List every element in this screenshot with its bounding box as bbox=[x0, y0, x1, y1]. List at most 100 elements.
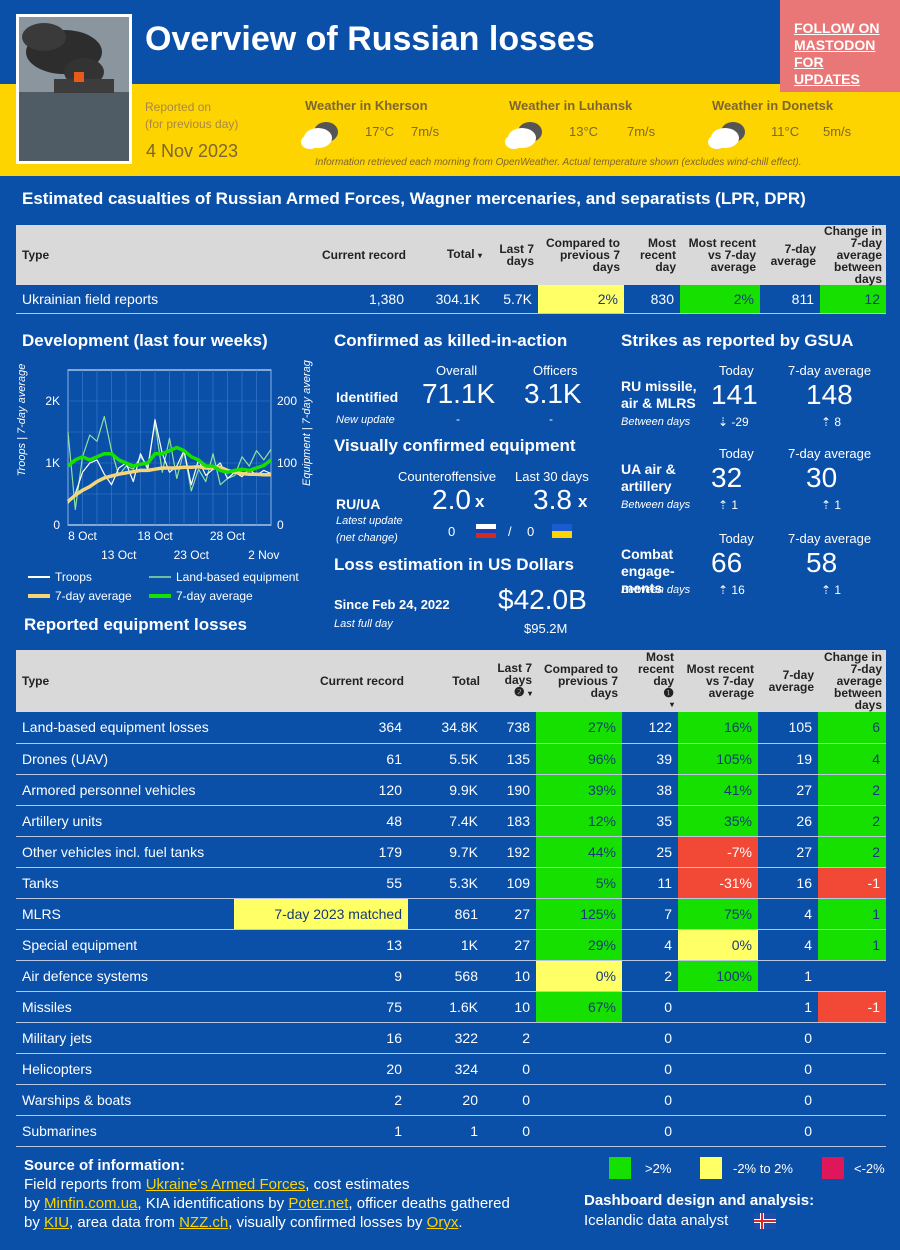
table-row: Military jets 16 322 2 0 0 bbox=[16, 1022, 886, 1054]
weather-title: Weather in Donetsk bbox=[712, 98, 834, 113]
legend-yellow-label: -2% to 2% bbox=[733, 1161, 793, 1176]
table-row: Warships & boats 2 20 0 0 0 bbox=[16, 1084, 886, 1116]
strikes-today-delta: ⇣ -29 bbox=[718, 415, 749, 429]
weather-temp: 11°C bbox=[771, 124, 800, 139]
cell-avg7: 1 bbox=[758, 960, 818, 992]
usd-total-value: $42.0B bbox=[498, 584, 587, 615]
cell-change: 1 bbox=[818, 898, 886, 930]
cell-last7: 2 bbox=[484, 1022, 536, 1054]
cell-vsavg bbox=[678, 1022, 758, 1054]
link-armed-forces[interactable]: Ukraine's Armed Forces bbox=[145, 1176, 306, 1193]
cell-vsavg: 16% bbox=[678, 712, 758, 744]
kia-officers-delta: - bbox=[549, 412, 553, 426]
col-header: Most recent day bbox=[624, 225, 680, 285]
cell-last7: 183 bbox=[484, 805, 536, 837]
link-kiu[interactable]: KIU bbox=[44, 1214, 70, 1231]
last30-ratio: 3.8 bbox=[533, 484, 572, 515]
report-date: 4 Nov 2023 bbox=[146, 141, 239, 161]
y-left-tick: 2K bbox=[45, 394, 60, 408]
cell-record: 16 bbox=[234, 1022, 408, 1054]
weather-donetsk: Weather in Donetsk 11°C 5m/s bbox=[708, 98, 851, 149]
link-minfin[interactable]: Minfin.com.ua bbox=[44, 1195, 138, 1212]
cell-total: 5.3K bbox=[408, 867, 484, 899]
cell-recent: 7 bbox=[622, 898, 678, 930]
follow-mastodon-link[interactable]: FOLLOW ON MASTODON FOR UPDATES bbox=[780, 0, 900, 92]
legend-troops-avg: 7-day average bbox=[55, 589, 132, 603]
legend-green-swatch bbox=[609, 1157, 631, 1179]
strikes-avg-value: 30 bbox=[806, 462, 838, 493]
cell-record: 20 bbox=[234, 1053, 408, 1085]
cell-record: 75 bbox=[234, 991, 408, 1023]
link-nzz[interactable]: NZZ.ch bbox=[179, 1214, 229, 1231]
cell-record: 2 bbox=[234, 1084, 408, 1116]
y-right-tick: 100 bbox=[277, 456, 297, 470]
cell-compared: 125% bbox=[536, 898, 622, 930]
counteroffensive-ratio: 2.0 bbox=[432, 484, 471, 515]
strikes-today-value: 66 bbox=[711, 547, 743, 578]
usd-since-label: Since Feb 24, 2022 bbox=[334, 597, 450, 612]
cell-vsavg: 0% bbox=[678, 929, 758, 961]
source-block: Source of information: Field reports fro… bbox=[24, 1156, 584, 1232]
strikes-today-delta: ⇡ 16 bbox=[718, 583, 745, 597]
col-header-sortable[interactable]: Total ▾ bbox=[410, 225, 486, 285]
cell-type: MLRS bbox=[16, 898, 234, 930]
cell-record: 179 bbox=[234, 836, 408, 868]
strikes-today-value: 141 bbox=[711, 379, 758, 410]
header-photo bbox=[16, 14, 132, 164]
net-change-label: (net change) bbox=[336, 532, 398, 544]
cell-change: -1 bbox=[818, 867, 886, 899]
weather-luhansk: Weather in Luhansk 13°C 7m/s bbox=[505, 98, 655, 149]
strikes-today-label: Today bbox=[719, 363, 754, 378]
cloud-icon bbox=[301, 122, 338, 149]
weather-temp: 17°C bbox=[365, 124, 395, 139]
col-header: Change in 7-day average between days bbox=[818, 650, 886, 712]
equipment-confirmed-title: Visually confirmed equipment bbox=[334, 436, 576, 455]
weather-note: Information retrieved each morning from … bbox=[315, 157, 802, 168]
cell-avg7: 0 bbox=[758, 1053, 818, 1085]
cell-avg7: 811 bbox=[760, 285, 820, 314]
sort-caret-icon: ▾ bbox=[477, 251, 482, 260]
legend-yellow-swatch bbox=[700, 1157, 722, 1179]
cell-recent: 38 bbox=[622, 774, 678, 806]
link-poter[interactable]: Poter.net bbox=[288, 1195, 349, 1212]
col-header: Type bbox=[16, 225, 316, 285]
cell-change: 2 bbox=[818, 805, 886, 837]
source-text: , cost estimates bbox=[305, 1176, 410, 1193]
header-info-strip bbox=[0, 84, 900, 176]
reported-line1: Reported on bbox=[145, 100, 212, 114]
strikes-avg-delta: ⇡ 1 bbox=[821, 583, 842, 597]
source-text: by bbox=[24, 1214, 45, 1231]
note-two-icon: ❷ bbox=[513, 685, 525, 699]
cell-type: Air defence systems bbox=[16, 960, 234, 992]
cell-change: 6 bbox=[818, 712, 886, 744]
cell-avg7: 26 bbox=[758, 805, 818, 837]
cell-last7: 0 bbox=[484, 1053, 536, 1085]
col-header: Current record bbox=[316, 225, 410, 285]
cell-total: 7.4K bbox=[408, 805, 484, 837]
legend-troops: Troops bbox=[55, 570, 92, 584]
cell-vsavg bbox=[678, 1084, 758, 1116]
cell-recent: 0 bbox=[622, 991, 678, 1023]
cell-compared: 39% bbox=[536, 774, 622, 806]
cell-recent: 122 bbox=[622, 712, 678, 744]
table-row: Artillery units 48 7.4K 183 12% 35 35% 26 2 bbox=[16, 805, 886, 837]
cell-avg7: 19 bbox=[758, 743, 818, 775]
table-row: Land-based equipment losses 364 34.8K 738 27… bbox=[16, 712, 886, 744]
header-banner bbox=[0, 0, 900, 84]
cell-recent: 0 bbox=[622, 1022, 678, 1054]
flag-separator: / bbox=[508, 524, 512, 539]
kia-update-label: New update bbox=[336, 414, 395, 426]
col-header-sortable[interactable]: Most recent day ❶ ▾ bbox=[622, 650, 678, 712]
design-title: Dashboard design and analysis: bbox=[584, 1192, 815, 1209]
cell-total: 9.7K bbox=[408, 836, 484, 868]
cell-compared bbox=[536, 1053, 622, 1085]
cell-recent: 0 bbox=[622, 1053, 678, 1085]
link-oryx[interactable]: Oryx bbox=[426, 1214, 459, 1231]
cell-compared bbox=[536, 1022, 622, 1054]
cell-record: 1 bbox=[234, 1115, 408, 1147]
cell-avg7: 1 bbox=[758, 991, 818, 1023]
col-header-sortable[interactable]: Last 7 days ❷ ▾ bbox=[484, 650, 536, 712]
series-equipment-7-day-average bbox=[66, 445, 273, 475]
col-header: 7-day average bbox=[758, 650, 818, 712]
cell-avg7: 0 bbox=[758, 1084, 818, 1116]
